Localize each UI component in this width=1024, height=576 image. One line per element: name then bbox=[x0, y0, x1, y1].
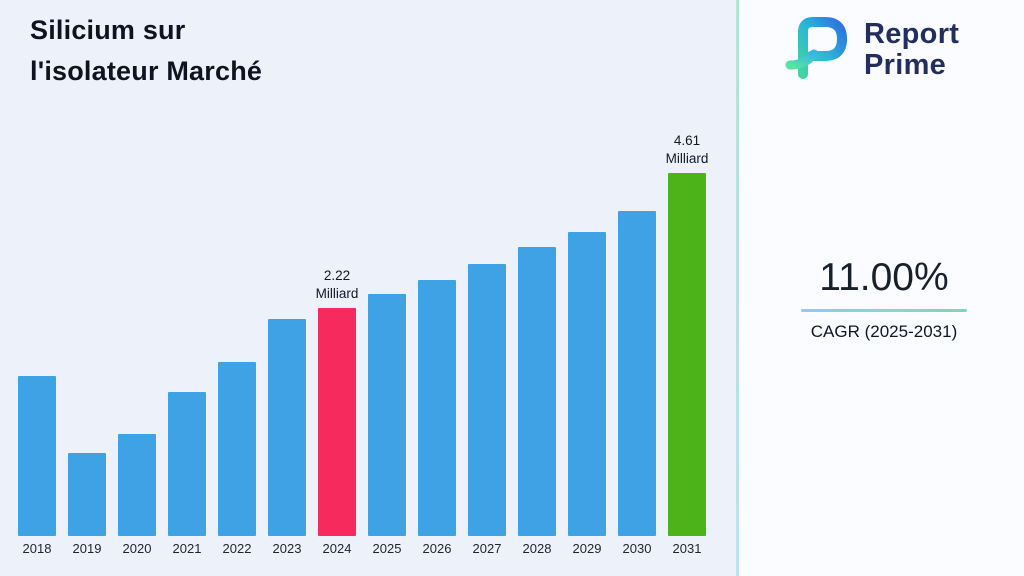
x-tick-2024: 2024 bbox=[322, 540, 352, 556]
x-tick-2018: 2018 bbox=[22, 540, 52, 556]
bar-2023 bbox=[268, 319, 306, 536]
cagr-label: CAGR (2025-2031) bbox=[810, 322, 958, 341]
bar-2029 bbox=[568, 232, 606, 536]
bar-chart: 2018 2019 2020 2021 2022 2023 2.22 Milliard 2024… bbox=[18, 108, 709, 560]
bar-column-2026: 2026 bbox=[418, 108, 456, 560]
x-tick-2025: 2025 bbox=[372, 540, 402, 556]
bar-value-label-2024: 2.22 Milliard bbox=[315, 268, 359, 301]
x-tick-2023: 2023 bbox=[272, 540, 302, 556]
bar-column-2019: 2019 bbox=[68, 108, 106, 560]
bar-2026 bbox=[418, 280, 456, 536]
bar-2018 bbox=[18, 376, 56, 536]
x-tick-2019: 2019 bbox=[72, 540, 102, 556]
x-tick-2030: 2030 bbox=[622, 540, 652, 556]
bar-2031 bbox=[668, 173, 706, 536]
logo-text-line2: Prime bbox=[864, 48, 947, 81]
x-tick-2031: 2031 bbox=[672, 540, 702, 556]
report-prime-logo-icon bbox=[778, 8, 856, 91]
bar-value-label-2031: 4.61 Milliard bbox=[665, 133, 709, 166]
logo-text-line1: Report bbox=[864, 17, 960, 50]
bar-2021 bbox=[168, 392, 206, 536]
bar-2028 bbox=[518, 247, 556, 536]
bar-2020 bbox=[118, 434, 156, 536]
bar-column-2021: 2021 bbox=[168, 108, 206, 560]
cagr-block: 11.00% CAGR (2025-2031) bbox=[799, 256, 969, 342]
report-prime-logo-text: Report Prime bbox=[864, 17, 960, 81]
x-tick-2026: 2026 bbox=[422, 540, 452, 556]
right-panel bbox=[739, 0, 1024, 576]
bar-column-2030: 2030 bbox=[618, 108, 656, 560]
bar-2019 bbox=[68, 453, 106, 536]
x-tick-2028: 2028 bbox=[522, 540, 552, 556]
bar-2025 bbox=[368, 294, 406, 536]
x-tick-2029: 2029 bbox=[572, 540, 602, 556]
bar-column-2020: 2020 bbox=[118, 108, 156, 560]
vertical-divider bbox=[736, 0, 739, 576]
x-tick-2022: 2022 bbox=[222, 540, 252, 556]
x-tick-2020: 2020 bbox=[122, 540, 152, 556]
bar-column-2023: 2023 bbox=[268, 108, 306, 560]
page-title-line1: Silicium sur bbox=[30, 15, 186, 45]
bar-2022 bbox=[218, 362, 256, 536]
page-title-line2: l'isolateur Marché bbox=[30, 56, 263, 86]
bar-2027 bbox=[468, 264, 506, 536]
cagr-underline bbox=[801, 309, 967, 312]
bar-column-2029: 2029 bbox=[568, 108, 606, 560]
report-prime-logo: Report Prime bbox=[778, 8, 959, 91]
bar-column-2027: 2027 bbox=[468, 108, 506, 560]
bar-2024 bbox=[318, 308, 356, 536]
bar-2030 bbox=[618, 211, 656, 536]
bar-column-2024: 2.22 Milliard 2024 bbox=[315, 108, 359, 560]
bar-column-2028: 2028 bbox=[518, 108, 556, 560]
bar-column-2031: 4.61 Milliard 2031 bbox=[665, 108, 709, 560]
cagr-value: 11.00% bbox=[819, 256, 949, 299]
page-title: Silicium sur l'isolateur Marché bbox=[30, 10, 262, 92]
x-tick-2027: 2027 bbox=[472, 540, 502, 556]
x-tick-2021: 2021 bbox=[172, 540, 202, 556]
bar-column-2018: 2018 bbox=[18, 108, 56, 560]
bar-column-2025: 2025 bbox=[368, 108, 406, 560]
bar-column-2022: 2022 bbox=[218, 108, 256, 560]
